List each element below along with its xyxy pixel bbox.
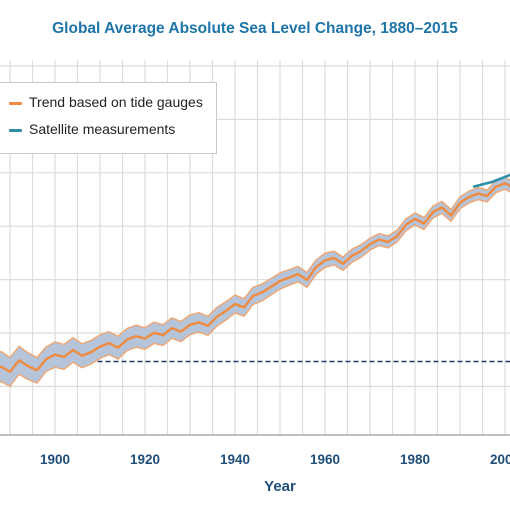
x-tick-label: 1980 (400, 452, 430, 467)
data-point-satellite (481, 183, 484, 186)
uncertainty-band-lower-edge (0, 188, 510, 388)
data-point-tide-gauges (18, 359, 20, 362)
x-tick-label: 1940 (220, 452, 250, 467)
data-point-tide-gauges (306, 279, 308, 281)
data-point-tide-gauges (261, 291, 263, 294)
data-point-tide-gauges (72, 349, 74, 351)
data-point-tide-gauges (45, 358, 47, 361)
data-point-tide-gauges (153, 331, 155, 334)
data-point-tide-gauges (477, 192, 479, 195)
data-point-tide-gauges (99, 345, 101, 348)
data-point-tide-gauges (117, 346, 119, 349)
data-point-tide-gauges (495, 185, 497, 188)
legend-swatch-tide-gauges (9, 102, 22, 105)
data-point-tide-gauges (288, 276, 290, 279)
data-point-tide-gauges (90, 351, 92, 354)
data-point-tide-gauges (36, 369, 38, 372)
data-point-tide-gauges (162, 334, 164, 336)
data-point-tide-gauges (243, 306, 245, 309)
data-point-tide-gauges (9, 371, 11, 373)
x-tick-label: 1920 (130, 452, 160, 467)
data-point-tide-gauges (81, 354, 83, 357)
data-point-tide-gauges (504, 182, 506, 185)
legend: Trend based on tide gauges Satellite mea… (0, 82, 217, 154)
data-point-tide-gauges (405, 223, 407, 226)
data-point-tide-gauges (108, 342, 110, 344)
x-tick-labels: 1900 1920 1940 1960 1980 2000 (40, 452, 510, 467)
data-point-tide-gauges (189, 323, 191, 326)
data-point-satellite (490, 181, 493, 183)
data-point-tide-gauges (396, 235, 398, 237)
legend-item-tide-gauges: Trend based on tide gauges (9, 91, 216, 118)
data-point-tide-gauges (234, 303, 236, 305)
data-point-tide-gauges (414, 218, 416, 220)
x-tick-label: 2000 (490, 452, 510, 467)
data-point-tide-gauges (342, 262, 344, 265)
legend-label-tide-gauges: Trend based on tide gauges (29, 94, 203, 110)
data-point-tide-gauges (180, 330, 182, 333)
data-point-satellite (499, 177, 502, 180)
legend-swatch-satellite (9, 129, 22, 132)
data-point-tide-gauges (135, 335, 137, 338)
data-point-tide-gauges (279, 280, 281, 282)
vertical-gridlines (9, 60, 506, 435)
data-point-tide-gauges (441, 206, 443, 209)
data-point-tide-gauges (387, 241, 389, 243)
data-point-tide-gauges (270, 285, 272, 288)
data-point-tide-gauges (459, 202, 461, 204)
data-point-tide-gauges (144, 337, 146, 340)
x-tick-label: 1900 (40, 452, 70, 467)
uncertainty-band-upper-edge (0, 176, 510, 359)
data-point-satellite (472, 185, 475, 188)
data-point-tide-gauges (216, 315, 218, 318)
data-point-tide-gauges (333, 257, 335, 259)
data-point-tide-gauges (369, 243, 371, 245)
legend-item-satellite: Satellite measurements (9, 118, 216, 145)
data-point-tide-gauges (486, 195, 488, 197)
x-axis-title: Year (264, 478, 296, 495)
legend-label-satellite: Satellite measurements (29, 121, 176, 137)
data-point-tide-gauges (378, 238, 380, 241)
data-point-tide-gauges (225, 310, 227, 312)
data-point-tide-gauges (432, 211, 434, 213)
data-point-tide-gauges (252, 295, 254, 297)
data-point-tide-gauges (171, 327, 173, 329)
data-point-tide-gauges (126, 338, 128, 341)
data-point-tide-gauges (0, 365, 2, 368)
data-point-tide-gauges (360, 250, 362, 252)
data-point-tide-gauges (324, 259, 326, 262)
data-point-tide-gauges (468, 196, 470, 198)
data-point-tide-gauges (54, 353, 56, 356)
series-line-satellite (473, 173, 510, 188)
data-point-tide-gauges (27, 365, 29, 367)
data-point-tide-gauges (450, 214, 452, 217)
data-point-tide-gauges (423, 222, 425, 225)
data-point-tide-gauges (198, 321, 200, 324)
uncertainty-band (0, 177, 510, 387)
x-tick-label: 1960 (310, 452, 340, 467)
data-point-tide-gauges (315, 266, 317, 269)
chart-title: Global Average Absolute Sea Level Change… (52, 20, 458, 37)
data-point-tide-gauges (297, 273, 299, 275)
horizontal-gridlines (0, 65, 510, 387)
data-point-tide-gauges (63, 356, 65, 358)
data-point-tide-gauges (207, 325, 209, 327)
series-line-tide-gauges (0, 182, 510, 374)
data-point-tide-gauges (351, 254, 353, 257)
